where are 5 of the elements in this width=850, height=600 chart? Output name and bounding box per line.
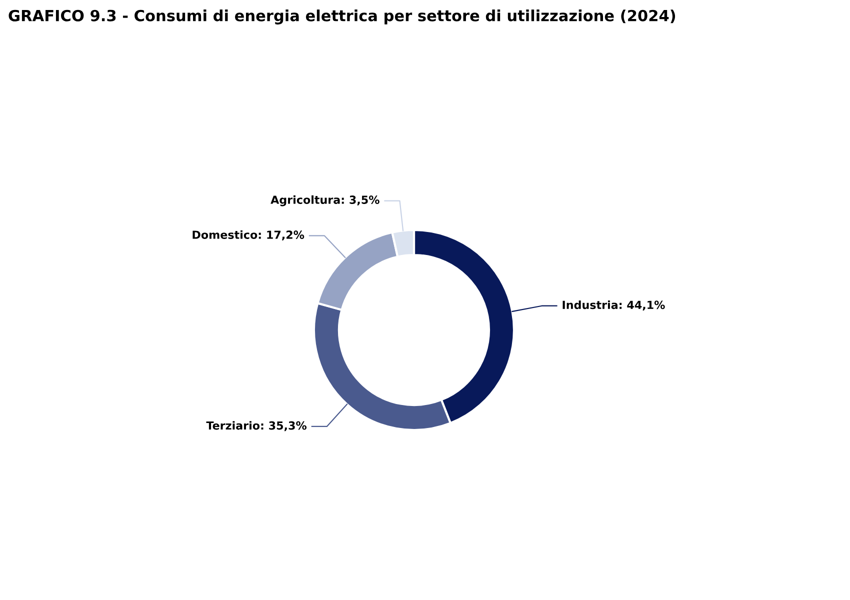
slice-label: Industria: 44,1% <box>562 300 665 311</box>
slice-label: Domestico: 17,2% <box>192 230 304 240</box>
chart-title: GRAFICO 9.3 - Consumi di energia elettrica per settore di utilizzazione (2024) <box>8 10 676 24</box>
slice-label: Terziario: 35,3% <box>206 421 307 432</box>
slice-label: Agricoltura: 3,5% <box>270 195 380 206</box>
